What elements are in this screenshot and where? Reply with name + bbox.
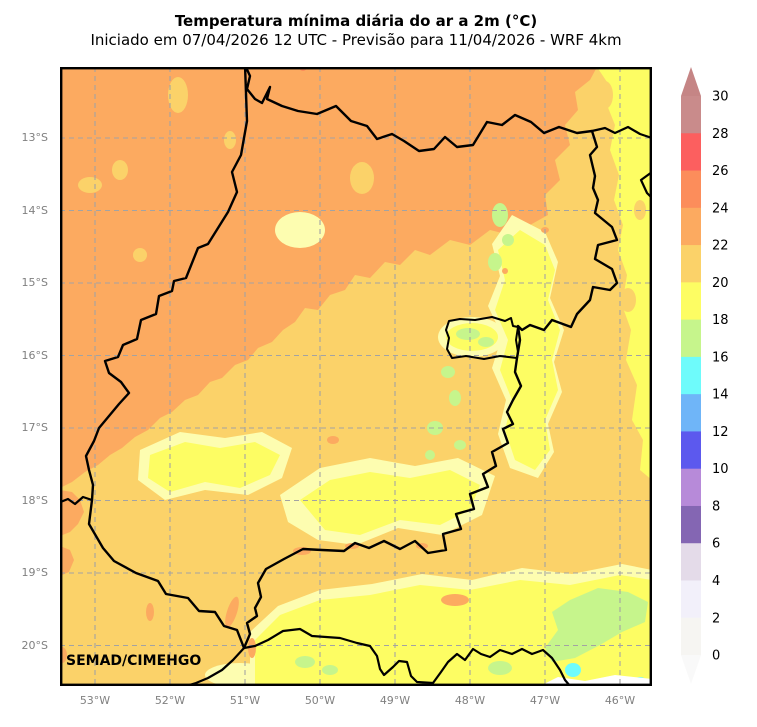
colorbar-segment-18-20 [681,282,701,321]
colorbar-segment-14-16 [681,356,701,395]
colorbar-tick-label: 2 [712,611,720,626]
colorbar-tick-label: 16 [712,350,729,365]
neighbor-border-south-paranaiba [242,627,572,686]
neighbor-border-west-spur [60,495,94,506]
graticule-gridlines [60,67,652,686]
colorbar-segment-16-18 [681,319,701,358]
lon-label: 49°W [379,694,411,707]
page-title: Temperatura mínima diária do ar a 2m (°C… [174,12,538,30]
colorbar-tick-label: 8 [712,499,720,514]
lat-label: 20°S [21,638,48,652]
federal-district-boundary [445,316,519,360]
colorbar-tick-label: 14 [712,388,729,403]
gold-patches-in-orange [78,77,374,262]
lat-label: 14°S [21,203,48,217]
region-orange-nw-22-24 [60,67,597,488]
colorbar-segment-26-28 [681,133,701,172]
colorbar-tick-label: 0 [712,649,720,664]
lon-label: 52°W [154,694,186,707]
lon-label: 53°W [79,694,111,707]
lon-label: 51°W [229,694,261,707]
colorbar-tick-label: 20 [712,276,729,291]
colorbar-segment-10-12 [681,431,701,470]
region-yellow-ne-18-20 [597,67,652,480]
colorbar-tick-label: 10 [712,462,729,477]
colorbar-tick-label: 22 [712,239,729,254]
lat-label: 18°S [21,493,48,507]
colorbar-tick-label: 12 [712,425,729,440]
colorbar-segment-22-24 [681,207,701,246]
colorbar-tick-label: 28 [712,127,729,142]
neighbor-border-southwest [184,646,246,686]
colorbar-tick-label: 6 [712,537,720,552]
colorbar-segment-2-4 [681,580,701,619]
colorbar-tick-label: 18 [712,313,729,328]
lon-label: 47°W [529,694,561,707]
orange-spots [60,67,549,663]
colorbar-segment-4-6 [681,543,701,582]
green-patches-16-18 [295,203,648,675]
colorbar-segment-0-2 [681,617,701,656]
watermark: SEMAD/CIMEHGO [66,653,202,669]
lat-label: 13°S [21,131,48,144]
gold-patches-east [597,81,646,380]
colorbar-segment-28-30 [681,96,701,134]
colorbar-segment-6-8 [681,505,701,544]
colorbar-extend-arrow-top [681,67,701,96]
lat-label: 19°S [21,566,48,579]
page-subtitle: Iniciado em 07/04/2026 12 UTC - Previsão… [90,31,622,49]
colorbar-tick-label: 4 [712,574,720,589]
colorbar-tick-label: 26 [712,164,729,179]
lon-label: 50°W [304,694,336,707]
colorbar-segment-8-10 [681,468,701,507]
neighbor-border-tocantins-bahia [590,125,652,140]
colorbar-segment-24-26 [681,170,701,209]
colorbar-tick-label: 30 [712,90,729,105]
lat-label: 17°S [21,421,48,434]
map-frame [60,67,652,686]
neighbor-border-right-edge [639,170,652,200]
lon-label: 46°W [604,694,636,707]
colorbar-tick-label: 24 [712,201,729,216]
goias-state-boundary [84,67,619,650]
colorbar-segment-20-22 [681,245,701,283]
lat-label: 15°S [21,276,48,289]
lon-label: 48°W [454,694,486,707]
colorbar-extend-arrow-bottom [681,655,701,684]
weather-map [60,67,652,686]
lat-label: 16°S [21,348,48,362]
colorbar-segment-12-14 [681,394,701,433]
